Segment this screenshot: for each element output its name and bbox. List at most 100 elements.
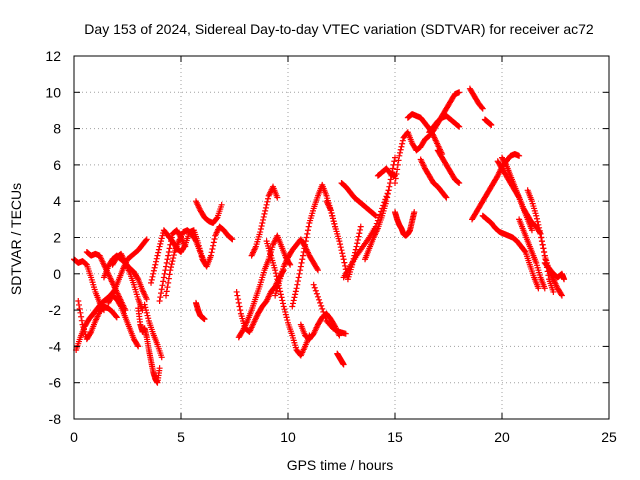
data-point (279, 297, 286, 304)
data-point (328, 209, 335, 216)
data-point (319, 305, 326, 312)
data-point (455, 179, 462, 186)
data-point (182, 243, 189, 250)
data-point (284, 317, 291, 324)
data-point (76, 305, 83, 312)
data-point (143, 309, 150, 316)
data-point (541, 249, 548, 256)
data-point (280, 303, 287, 310)
data-point (165, 249, 172, 256)
data-point (117, 302, 124, 309)
data-point (302, 241, 309, 248)
data-point (158, 235, 165, 242)
data-point (331, 220, 338, 227)
series-arc-41 (516, 216, 548, 292)
data-point (383, 198, 390, 205)
data-point (386, 183, 393, 190)
data-point (488, 121, 495, 128)
data-point (342, 262, 349, 269)
data-point (228, 235, 235, 242)
data-point (263, 201, 270, 208)
data-point (257, 226, 264, 233)
series-arc-15 (233, 267, 287, 335)
data-point (141, 301, 148, 308)
data-point (393, 170, 400, 177)
data-point (156, 298, 163, 305)
data-point (77, 309, 84, 316)
data-point (262, 207, 269, 214)
data-point (280, 300, 287, 307)
data-point (338, 247, 345, 254)
data-point (168, 234, 175, 241)
data-point (265, 195, 272, 202)
data-point (287, 261, 294, 268)
data-point (259, 219, 266, 226)
data-point (158, 286, 165, 293)
data-point (148, 279, 155, 286)
data-point (165, 279, 172, 286)
data-point (314, 267, 321, 274)
data-point (78, 317, 85, 324)
data-point (164, 256, 171, 263)
data-point (357, 226, 364, 233)
data-point (456, 123, 463, 130)
data-point (321, 311, 328, 318)
data-point (201, 316, 208, 323)
series-arc-43 (541, 259, 568, 283)
data-point (538, 238, 545, 245)
data-point (537, 230, 544, 237)
data-point (164, 284, 171, 291)
data-point (165, 252, 172, 259)
data-point (168, 261, 175, 268)
y-tick-label: 0 (53, 266, 61, 282)
data-point (163, 259, 170, 266)
series-arc-24 (323, 198, 364, 283)
y-tick-label: -2 (49, 302, 62, 318)
data-point (143, 236, 150, 243)
series-arc-28 (374, 165, 398, 179)
data-point (299, 252, 306, 259)
data-point (170, 252, 177, 259)
data-point (75, 298, 82, 305)
data-point (479, 105, 486, 112)
data-point (301, 245, 308, 252)
data-point (113, 313, 120, 320)
data-point (540, 245, 547, 252)
data-point (384, 190, 391, 197)
data-point (455, 123, 462, 130)
data-point (170, 255, 177, 262)
data-point (295, 274, 302, 281)
data-point (113, 314, 120, 321)
data-point (354, 236, 361, 243)
series-arc-11 (156, 227, 189, 305)
data-point (154, 252, 161, 259)
data-point (135, 343, 142, 350)
data-point (168, 238, 175, 245)
y-tick-label: 2 (53, 230, 61, 246)
data-point (158, 238, 165, 245)
data-point (337, 241, 344, 248)
data-point (294, 281, 301, 288)
y-tick-label: -8 (49, 411, 62, 427)
series-arc-38 (479, 212, 542, 292)
data-point (201, 259, 208, 266)
data-point (167, 241, 174, 248)
data-point (550, 288, 557, 295)
data-point (411, 209, 418, 216)
data-point (155, 246, 162, 253)
data-point (294, 278, 301, 285)
data-point (303, 234, 310, 241)
data-point (260, 216, 267, 223)
data-point (356, 230, 363, 237)
data-point (168, 264, 175, 271)
data-point (153, 258, 160, 265)
data-point (292, 288, 299, 295)
data-point (384, 194, 391, 201)
data-point (293, 285, 300, 292)
x-tick-label: 25 (601, 429, 617, 445)
series-arc-12 (163, 227, 208, 299)
series-arc-35 (466, 85, 486, 112)
data-point (229, 236, 236, 243)
data-point (155, 249, 162, 256)
data-point (257, 229, 264, 236)
